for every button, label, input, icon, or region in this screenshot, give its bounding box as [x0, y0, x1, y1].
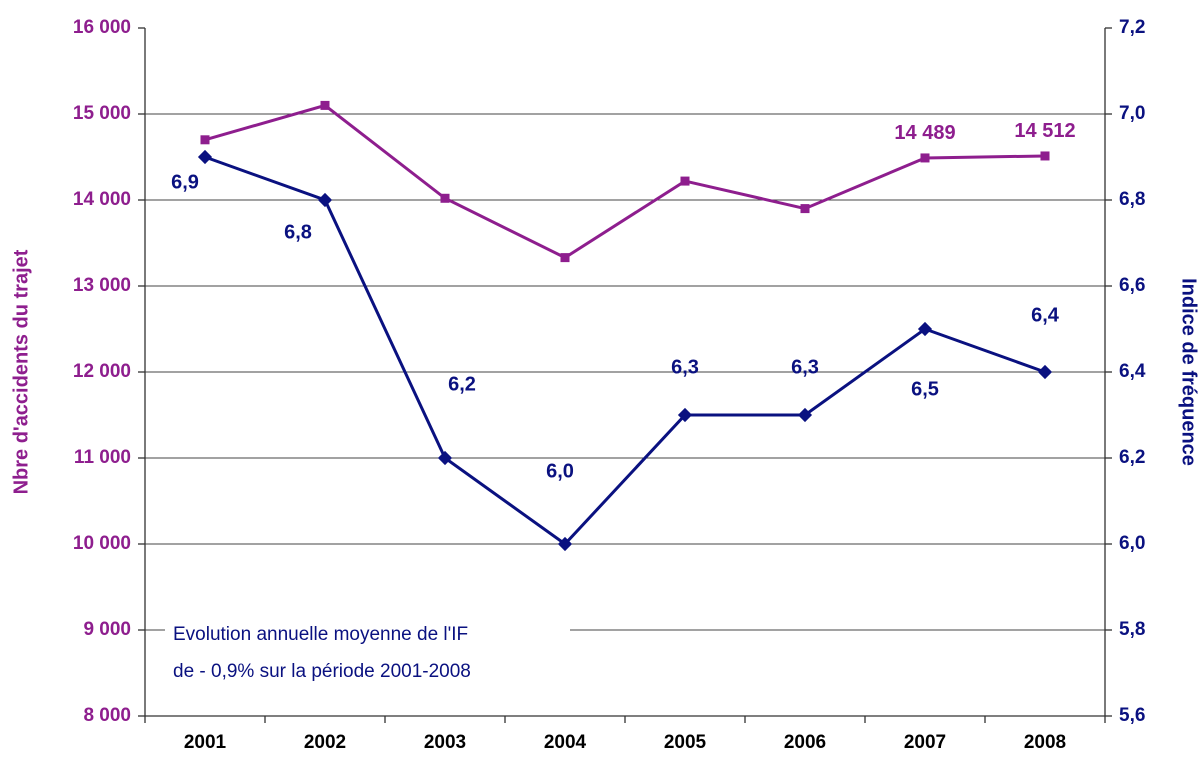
data-label: 6,3 [671, 356, 699, 378]
y-tick-label: 8 000 [83, 705, 131, 726]
marker [920, 153, 930, 163]
y2-tick-label: 6,4 [1119, 361, 1146, 382]
y-tick-label: 16 000 [73, 17, 131, 38]
x-tick-label: 2008 [1024, 732, 1066, 753]
data-label: 6,3 [791, 356, 819, 378]
y2-tick-label: 5,6 [1119, 705, 1145, 726]
marker [680, 176, 690, 186]
x-tick-label: 2004 [544, 732, 587, 753]
data-label: 6,4 [1031, 304, 1060, 326]
data-label: 6,5 [911, 378, 939, 400]
marker [560, 253, 570, 263]
marker [1037, 364, 1053, 380]
x-tick-label: 2003 [424, 732, 466, 753]
series-line [204, 103, 1046, 260]
y2-tick-label: 6,0 [1119, 533, 1145, 554]
grid [145, 113, 1105, 631]
data-label: 6,8 [284, 221, 312, 243]
marker [557, 536, 573, 552]
y-axis-label: Nbre d'accidents du trajet [10, 249, 32, 494]
marker [677, 407, 693, 423]
x-tick-label: 2001 [184, 732, 227, 753]
data-label: 6,2 [448, 373, 476, 395]
marker [320, 100, 330, 110]
y2-tick-label: 6,6 [1119, 275, 1145, 296]
marker [440, 193, 450, 203]
x-tick-label: 2007 [904, 732, 946, 753]
annotation: Evolution annuelle moyenne de l'IF [173, 624, 468, 645]
y2-tick-label: 6,2 [1119, 447, 1145, 468]
y2-tick-label: 7,2 [1119, 17, 1145, 38]
x-tick-label: 2005 [664, 732, 707, 753]
series-line [204, 155, 1046, 546]
data-label: 6,0 [546, 460, 574, 482]
y2-tick-label: 7,0 [1119, 103, 1145, 124]
marker [797, 407, 813, 423]
y2-tick-label: 6,8 [1119, 189, 1145, 210]
marker [917, 321, 933, 337]
data-label: 14 512 [1014, 120, 1075, 142]
marker [200, 135, 210, 145]
annotation: de - 0,9% sur la période 2001-2008 [173, 661, 471, 682]
y2-tick-label: 5,8 [1119, 619, 1145, 640]
y-tick-label: 9 000 [83, 619, 131, 640]
y2-axis-label: Indice de fréquence [1178, 278, 1200, 466]
x-tick-label: 2002 [304, 732, 346, 753]
y-tick-label: 14 000 [73, 189, 131, 210]
y-tick-label: 15 000 [73, 103, 131, 124]
y-tick-label: 13 000 [73, 275, 131, 296]
marker [800, 204, 810, 214]
marker [1040, 151, 1050, 161]
y-tick-label: 11 000 [74, 447, 131, 468]
annotation-box [165, 612, 570, 694]
data-label: 14 489 [894, 122, 955, 144]
y-tick-label: 12 000 [73, 361, 131, 382]
y-tick-label: 10 000 [73, 533, 131, 554]
marker [437, 450, 453, 466]
marker [317, 192, 333, 208]
marker [197, 149, 213, 165]
data-label: 6,9 [171, 171, 199, 193]
x-tick-label: 2006 [784, 732, 826, 753]
